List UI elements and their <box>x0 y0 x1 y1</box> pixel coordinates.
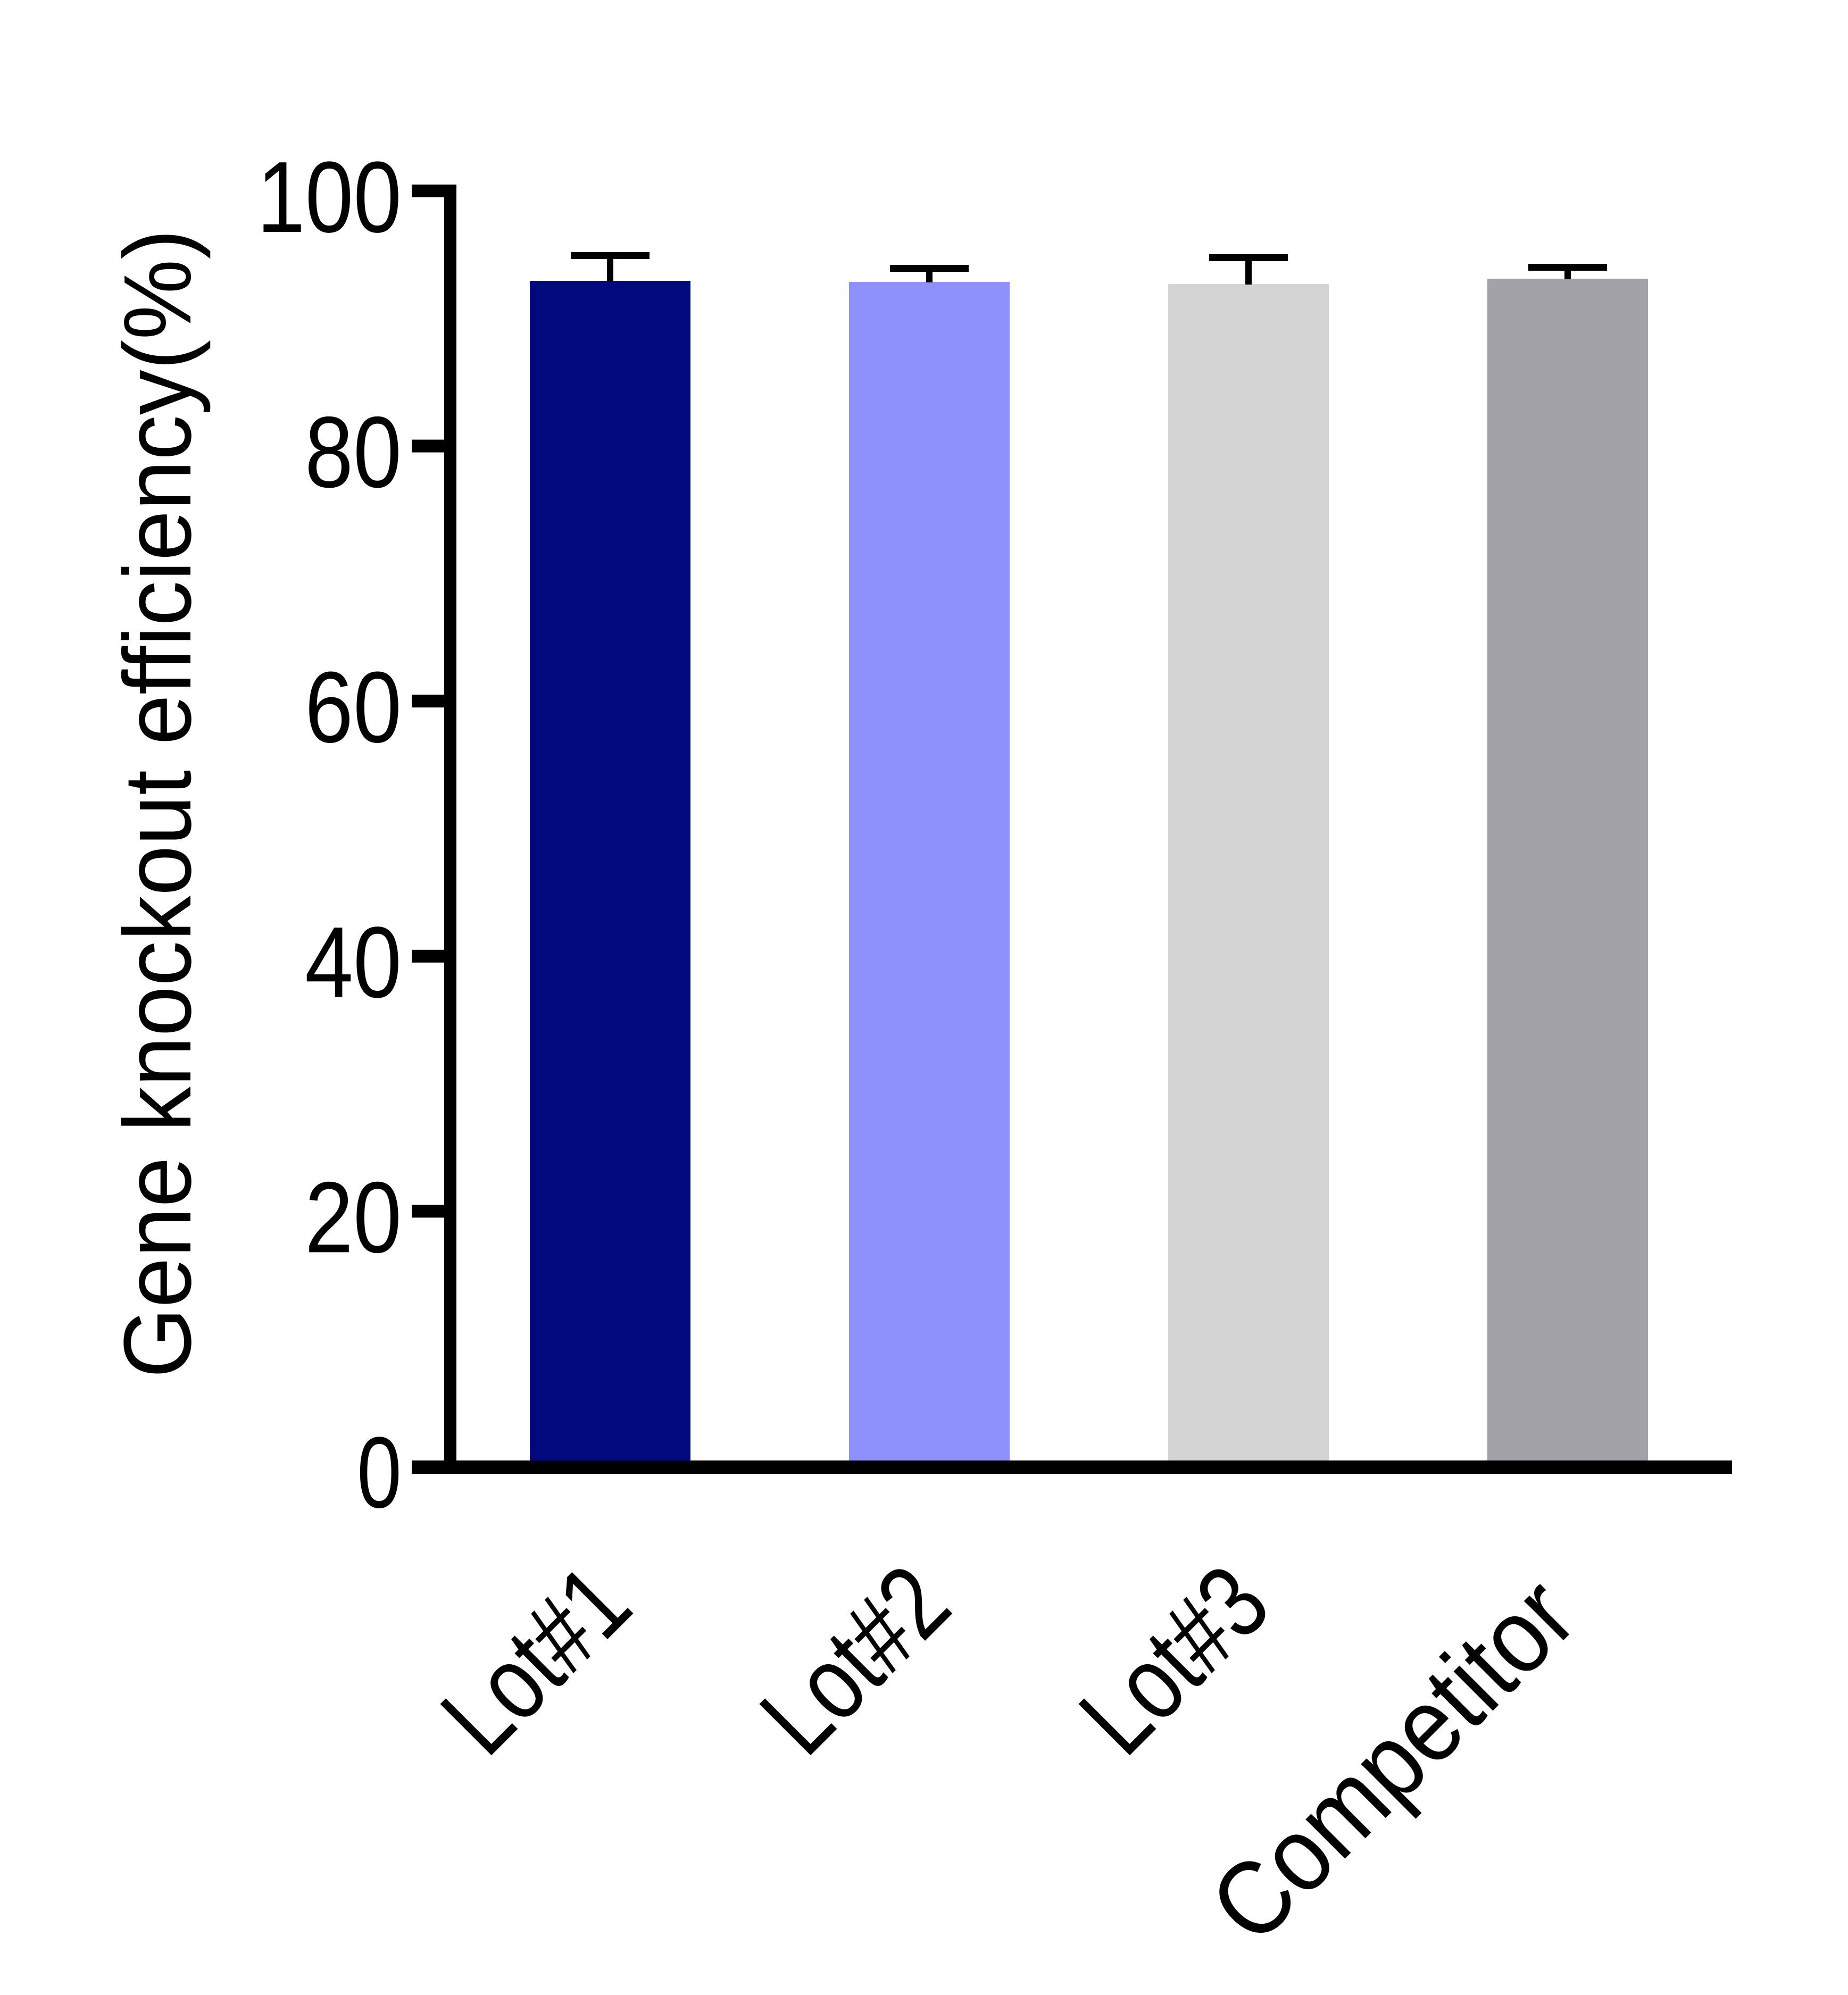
svg-text:40: 40 <box>305 906 402 1019</box>
svg-text:100: 100 <box>257 141 402 254</box>
svg-text:60: 60 <box>305 651 402 764</box>
svg-text:80: 80 <box>305 396 402 509</box>
svg-text:0: 0 <box>357 1416 402 1529</box>
svg-text:Gene knockout efficiency(%): Gene knockout efficiency(%) <box>104 229 211 1378</box>
svg-text:20: 20 <box>305 1161 402 1274</box>
